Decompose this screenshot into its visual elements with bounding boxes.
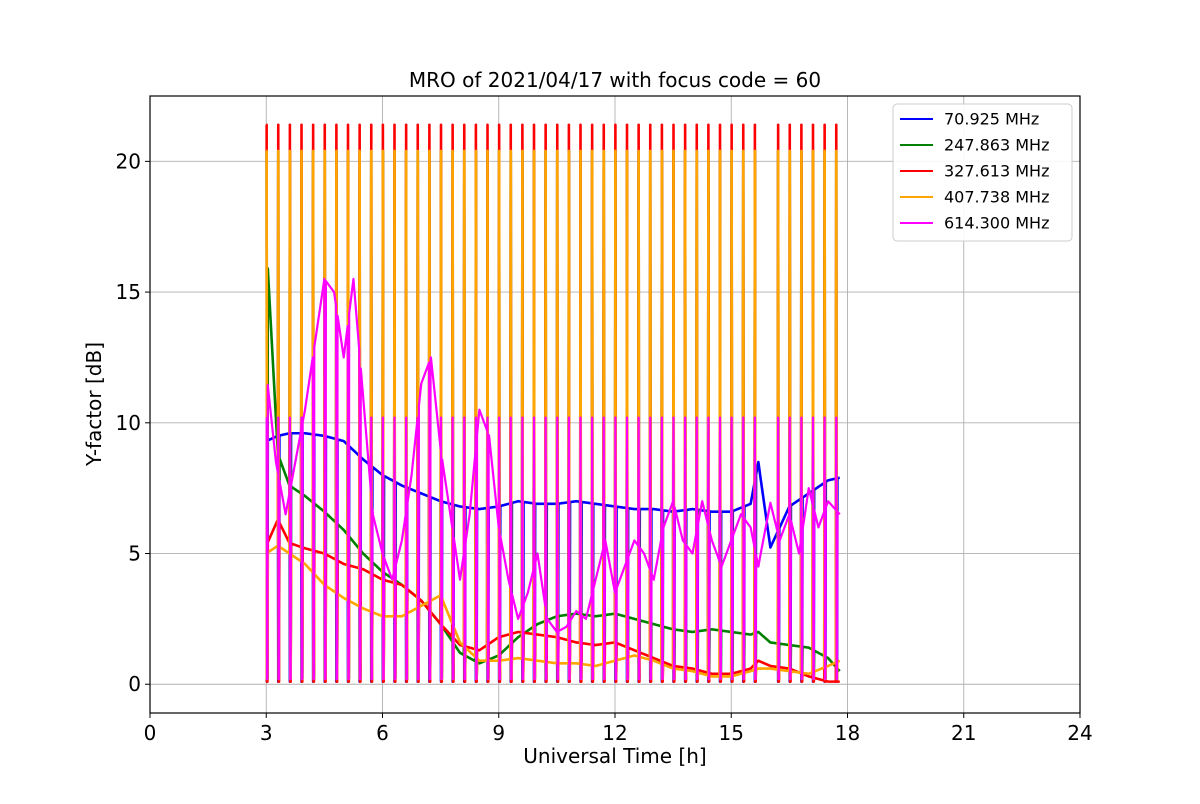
- y-tick-label: 15: [116, 280, 141, 304]
- chart-title: MRO of 2021/04/17 with focus code = 60: [409, 68, 821, 92]
- legend-label: 70.925 MHz: [944, 110, 1039, 129]
- x-tick-label: 6: [376, 721, 389, 745]
- legend-label: 614.300 MHz: [944, 214, 1049, 233]
- y-tick-label: 10: [116, 411, 141, 435]
- x-tick-label: 3: [260, 721, 273, 745]
- x-tick-label: 15: [719, 721, 744, 745]
- x-tick-label: 18: [835, 721, 860, 745]
- x-tick-label: 0: [144, 721, 157, 745]
- x-tick-label: 9: [492, 721, 505, 745]
- legend: 70.925 MHz 247.863 MHz 327.613 MHz 407.7…: [893, 104, 1072, 241]
- legend-label: 327.613 MHz: [944, 162, 1049, 181]
- legend-label: 407.738 MHz: [944, 188, 1049, 207]
- x-axis-label: Universal Time [h]: [523, 744, 706, 768]
- legend-label: 247.863 MHz: [944, 136, 1049, 155]
- x-tick-label: 12: [602, 721, 627, 745]
- x-tick-label: 21: [951, 721, 976, 745]
- y-tick-label: 0: [128, 672, 141, 696]
- y-tick-label: 20: [116, 149, 141, 173]
- y-axis-label: Y-factor [dB]: [82, 342, 106, 467]
- y-tick-label: 5: [128, 542, 141, 566]
- x-tick-label: 24: [1067, 721, 1092, 745]
